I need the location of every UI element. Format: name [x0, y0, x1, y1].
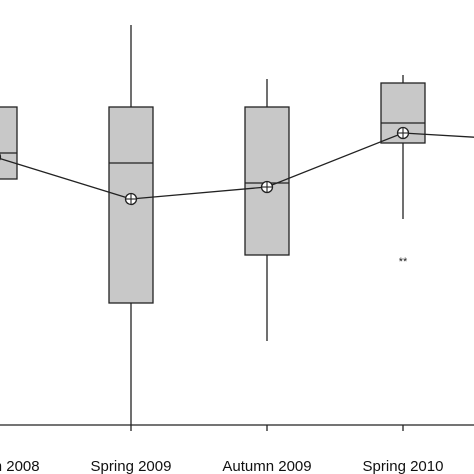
- box-group: [244, 79, 290, 341]
- iqr-box: [0, 106, 18, 180]
- box-group: [0, 106, 18, 180]
- x-axis: Autumn 2008 Spring 2009 Autumn 2009 Spring …: [0, 425, 444, 474]
- x-tick-label: Spring 2010: [363, 458, 444, 474]
- mean-layer: [0, 126, 474, 206]
- mean-point: [396, 126, 410, 140]
- x-tick-label: Autumn 2008: [0, 458, 40, 474]
- x-tick-label: Autumn 2009: [222, 458, 311, 474]
- x-tick-label: Spring 2009: [91, 458, 172, 474]
- box-group: [380, 75, 426, 219]
- mean-point: [260, 180, 274, 194]
- boxes-layer: ***: [0, 25, 426, 425]
- box-group: [108, 25, 154, 425]
- outlier-marker: **: [399, 256, 408, 268]
- mean-point: [124, 192, 138, 206]
- mean-point: [0, 153, 2, 161]
